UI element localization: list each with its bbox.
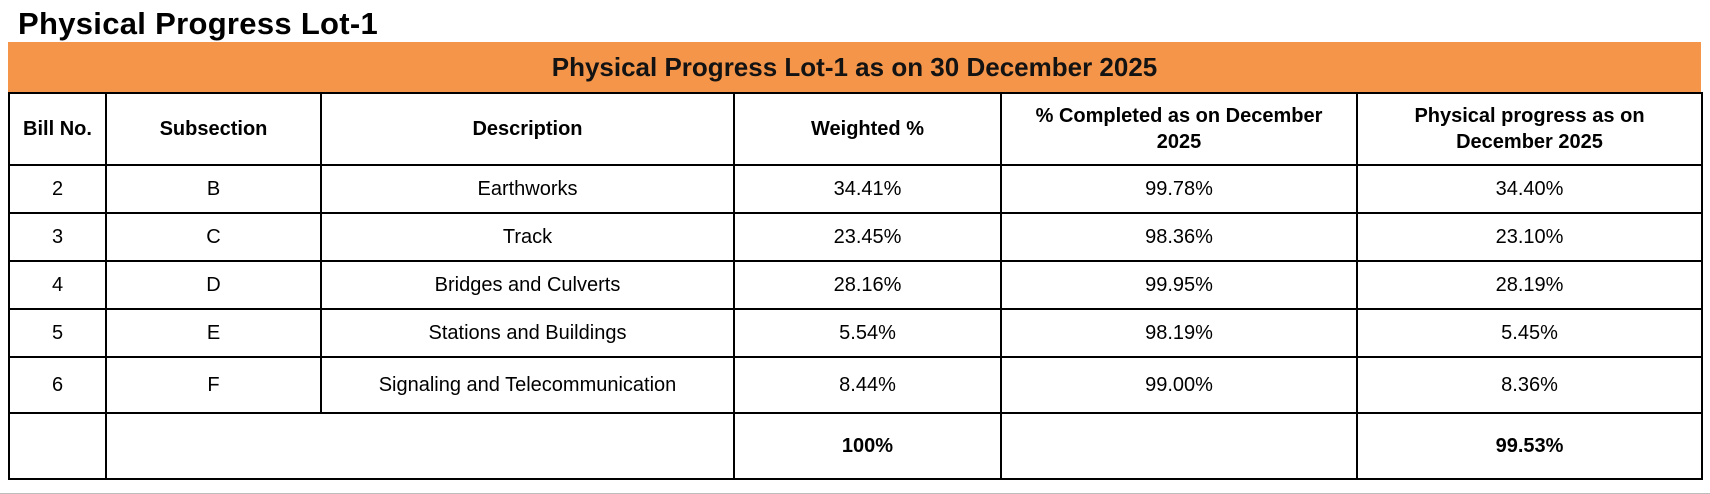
table-row: 4 D Bridges and Culverts 28.16% 99.95% 2… bbox=[8, 260, 1703, 310]
cell-physical: 23.10% bbox=[1356, 212, 1703, 262]
cell-weighted: 28.16% bbox=[733, 260, 1002, 310]
cell-weighted: 34.41% bbox=[733, 164, 1002, 214]
cell-description: Stations and Buildings bbox=[320, 308, 735, 358]
col-header-weighted: Weighted % bbox=[733, 92, 1002, 166]
table-banner: Physical Progress Lot-1 as on 30 Decembe… bbox=[8, 42, 1701, 92]
col-header-bill-no: Bill No. bbox=[8, 92, 107, 166]
col-header-description: Description bbox=[320, 92, 735, 166]
cell-bill-no: 4 bbox=[8, 260, 107, 310]
cell-description: Bridges and Culverts bbox=[320, 260, 735, 310]
cell-completed: 99.00% bbox=[1000, 356, 1358, 414]
page-title: Physical Progress Lot-1 bbox=[18, 6, 379, 41]
cell-physical: 5.45% bbox=[1356, 308, 1703, 358]
cell-completed: 99.95% bbox=[1000, 260, 1358, 310]
cell-subsection: D bbox=[105, 260, 322, 310]
total-cell-physical: 99.53% bbox=[1356, 412, 1703, 480]
cell-physical: 34.40% bbox=[1356, 164, 1703, 214]
cell-weighted: 5.54% bbox=[733, 308, 1002, 358]
cell-completed: 99.78% bbox=[1000, 164, 1358, 214]
total-cell-completed bbox=[1000, 412, 1358, 480]
banner-text: Physical Progress Lot-1 as on 30 Decembe… bbox=[551, 51, 1158, 82]
cell-subsection: F bbox=[105, 356, 322, 414]
table-row: 6 F Signaling and Telecommunication 8.44… bbox=[8, 356, 1703, 414]
cell-subsection: B bbox=[105, 164, 322, 214]
table-row: 5 E Stations and Buildings 5.54% 98.19% … bbox=[8, 308, 1703, 358]
progress-table: Bill No. Subsection Description Weighted… bbox=[8, 92, 1703, 480]
cell-description: Earthworks bbox=[320, 164, 735, 214]
col-header-subsection: Subsection bbox=[105, 92, 322, 166]
total-cell-merged-description bbox=[105, 412, 735, 480]
cell-description: Signaling and Telecommunication bbox=[320, 356, 735, 414]
col-header-physical-progress: Physical progress as on December 2025 bbox=[1356, 92, 1703, 166]
table-header-row: Bill No. Subsection Description Weighted… bbox=[8, 92, 1703, 166]
cell-bill-no: 5 bbox=[8, 308, 107, 358]
cell-bill-no: 2 bbox=[8, 164, 107, 214]
col-header-completed: % Completed as on December 2025 bbox=[1000, 92, 1358, 166]
cell-weighted: 23.45% bbox=[733, 212, 1002, 262]
table-row: 2 B Earthworks 34.41% 99.78% 34.40% bbox=[8, 164, 1703, 214]
table-row: 3 C Track 23.45% 98.36% 23.10% bbox=[8, 212, 1703, 262]
cell-subsection: E bbox=[105, 308, 322, 358]
cell-bill-no: 6 bbox=[8, 356, 107, 414]
table-total-row: 100% 99.53% bbox=[8, 412, 1703, 480]
cell-completed: 98.19% bbox=[1000, 308, 1358, 358]
cell-subsection: C bbox=[105, 212, 322, 262]
cell-bill-no: 3 bbox=[8, 212, 107, 262]
cell-description: Track bbox=[320, 212, 735, 262]
cell-weighted: 8.44% bbox=[733, 356, 1002, 414]
cell-physical: 8.36% bbox=[1356, 356, 1703, 414]
cell-physical: 28.19% bbox=[1356, 260, 1703, 310]
total-cell-weighted: 100% bbox=[733, 412, 1002, 480]
cell-completed: 98.36% bbox=[1000, 212, 1358, 262]
total-cell-bill-no bbox=[8, 412, 107, 480]
